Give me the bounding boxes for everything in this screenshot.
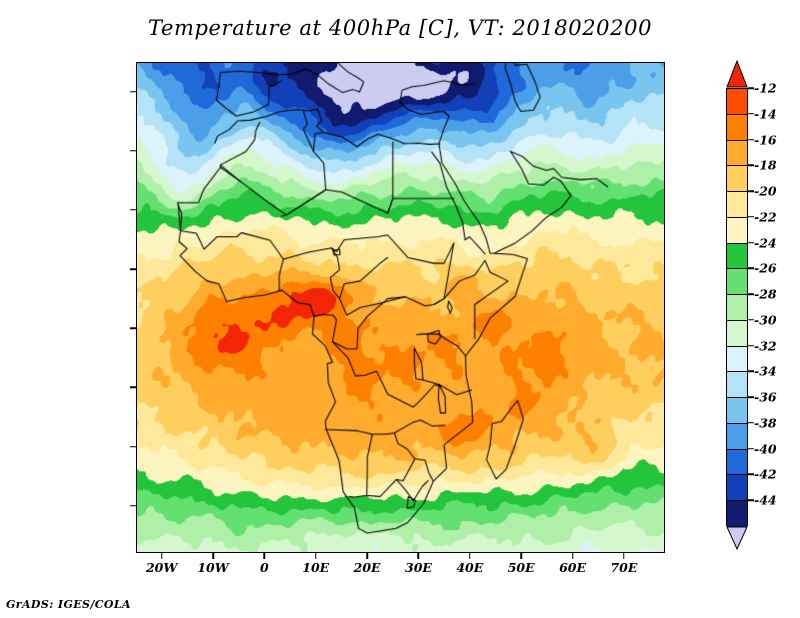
colorbar-tick-label: -30 [754, 312, 777, 328]
lon-tick-label: 10W [197, 560, 229, 575]
colorbar-tick-label: -16 [754, 132, 777, 148]
lon-tick-label: 20W [145, 560, 178, 575]
colorbar-tick-mark [748, 422, 754, 424]
colorbar-tick-label: -44 [754, 492, 777, 508]
colorbar-segment [727, 423, 747, 450]
colorbar-tick-mark [748, 293, 754, 295]
colorbar-segment [727, 449, 747, 476]
over-arrow-icon [726, 59, 748, 88]
colorbar-tick-label: -14 [754, 106, 777, 122]
lon-tick-label: 50E [507, 560, 535, 575]
lon-tick-label: 10E [302, 560, 330, 575]
lon-tick-label: 60E [559, 560, 587, 575]
lon-tick-mark [417, 553, 420, 559]
colorbar-tick-label: -22 [754, 209, 777, 225]
colorbar-segment [727, 89, 747, 115]
lat-tick-mark [130, 386, 136, 389]
lat-tick-mark [130, 268, 136, 270]
lon-tick-mark [469, 553, 471, 559]
colorbar-segment [727, 140, 747, 167]
colorbar-tick-mark [748, 267, 754, 270]
lon-tick-label: 0 [260, 560, 269, 575]
lat-tick-mark [130, 209, 136, 211]
colorbar-segment [727, 217, 747, 244]
lat-tick-mark [130, 504, 136, 507]
lon-tick-mark [571, 553, 574, 559]
colorbar-segment [727, 346, 747, 373]
lon-tick-mark [160, 553, 163, 559]
colorbar-segment [727, 269, 747, 295]
lon-tick-mark [315, 553, 317, 559]
colorbar-tick-label: -24 [754, 235, 777, 251]
temperature-field-canvas [137, 63, 664, 552]
colorbar-tick-mark [748, 190, 754, 192]
lon-tick-label: 40E [456, 560, 484, 575]
lon-tick-mark [366, 553, 368, 559]
lat-tick-mark [130, 445, 136, 448]
colorbar-tick-label: -28 [754, 286, 777, 302]
colorbar-tick-mark [748, 319, 754, 321]
colorbar-tick-label: -18 [754, 157, 777, 173]
colorbar-segment [727, 295, 747, 321]
colorbar-tick-label: -32 [754, 338, 777, 354]
colorbar-tick-label: -20 [754, 183, 777, 199]
colorbar-segment [727, 372, 747, 398]
map-plot-area [136, 62, 665, 553]
colorbar-tick-label: -40 [754, 441, 777, 457]
colorbar-segment [727, 243, 747, 270]
under-arrow-icon [726, 526, 748, 551]
colorbar-tick-label: -26 [754, 260, 777, 276]
colorbar-tick-mark [748, 447, 754, 450]
lat-tick-mark [130, 327, 136, 329]
lon-tick-label: 30E [405, 560, 432, 575]
colorbar-tick-mark [748, 370, 754, 373]
colorbar-segment [727, 166, 747, 192]
lon-tick-label: 70E [610, 560, 638, 575]
lon-tick-label: 20E [353, 560, 381, 575]
colorbar-tick-mark [748, 216, 754, 218]
colorbar-tick-mark [748, 396, 754, 398]
colorbar-tick-mark [748, 87, 754, 89]
colorbar-segment [727, 398, 747, 424]
lon-tick-mark [520, 553, 522, 559]
colorbar-tick-label: -34 [754, 363, 777, 379]
colorbar-tick-mark [748, 113, 754, 115]
colorbar-tick-mark [748, 241, 754, 244]
colorbar-segment [727, 192, 747, 218]
colorbar-tick-mark [748, 499, 754, 501]
lon-tick-mark [212, 553, 214, 559]
colorbar-segment [727, 475, 747, 501]
colorbar-tick-label: -42 [754, 466, 777, 482]
page-title: Temperature at 400hPa [C], VT: 201802020… [147, 16, 653, 40]
lon-tick-mark [623, 553, 625, 559]
lat-tick-mark [130, 90, 136, 93]
colorbar-segment [727, 320, 747, 347]
colorbar-tick-label: -38 [754, 415, 777, 431]
lon-tick-mark [263, 553, 266, 559]
colorbar-tick-mark [748, 164, 754, 167]
colorbar-tick-mark [748, 344, 754, 347]
colorbar-tick-label: -36 [754, 389, 777, 405]
colorbar-tick-label: -12 [754, 80, 777, 96]
lat-tick-mark [130, 149, 136, 152]
colorbar-segment [727, 114, 747, 141]
colorbar [726, 88, 748, 527]
colorbar-tick-mark [748, 138, 754, 141]
colorbar-tick-mark [748, 473, 754, 476]
colorbar-segment [727, 501, 747, 527]
colorbar-under-arrow [726, 526, 748, 551]
colorbar-over-arrow [726, 59, 748, 88]
footer-credit: GrADS: IGES/COLA [6, 598, 131, 611]
